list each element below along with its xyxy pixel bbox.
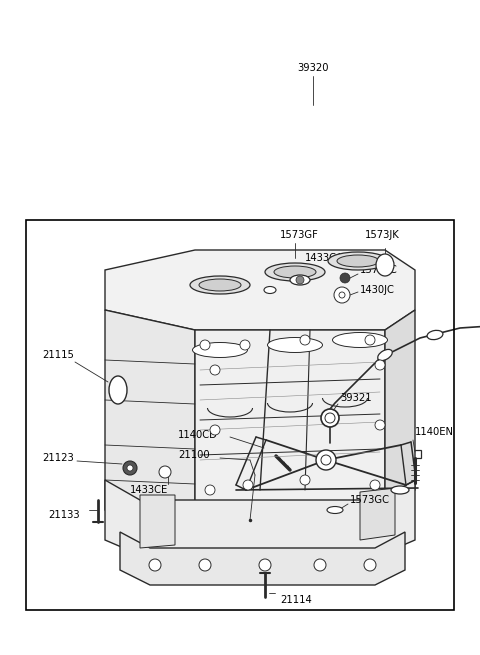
Text: 39321: 39321 (340, 393, 372, 403)
Circle shape (200, 340, 210, 350)
Circle shape (239, 456, 253, 470)
Circle shape (370, 480, 380, 490)
Polygon shape (105, 310, 195, 530)
Text: 1573GF: 1573GF (280, 230, 319, 240)
Text: 1573GC: 1573GC (350, 495, 390, 505)
Circle shape (123, 461, 137, 475)
Text: 1433CA: 1433CA (305, 253, 344, 263)
Circle shape (259, 559, 271, 571)
Text: 39320: 39320 (297, 63, 328, 73)
Ellipse shape (333, 333, 387, 348)
Circle shape (240, 340, 250, 350)
Circle shape (127, 465, 133, 471)
Circle shape (266, 446, 278, 458)
Circle shape (300, 475, 310, 485)
Text: 1430JC: 1430JC (360, 285, 395, 295)
Polygon shape (105, 480, 415, 555)
Ellipse shape (327, 506, 343, 514)
Ellipse shape (192, 343, 248, 358)
Text: 1140EN: 1140EN (415, 427, 454, 437)
Circle shape (210, 365, 220, 375)
Circle shape (210, 425, 220, 435)
Ellipse shape (378, 349, 392, 361)
Ellipse shape (264, 286, 276, 293)
Circle shape (296, 276, 304, 284)
Circle shape (364, 559, 376, 571)
Circle shape (365, 335, 375, 345)
Circle shape (321, 409, 339, 427)
Ellipse shape (190, 276, 250, 294)
Polygon shape (195, 330, 385, 530)
Ellipse shape (337, 255, 379, 267)
Polygon shape (120, 532, 405, 585)
Text: 1573JK: 1573JK (365, 230, 400, 240)
Ellipse shape (290, 275, 310, 285)
Circle shape (205, 485, 215, 495)
Text: 21115: 21115 (42, 350, 74, 360)
Circle shape (334, 287, 350, 303)
Circle shape (243, 480, 253, 490)
Circle shape (375, 420, 385, 430)
Circle shape (325, 413, 335, 423)
Circle shape (339, 292, 345, 298)
Circle shape (402, 454, 416, 468)
Polygon shape (105, 250, 415, 330)
Ellipse shape (267, 337, 323, 352)
Text: 1433CE: 1433CE (130, 485, 168, 495)
Ellipse shape (109, 376, 127, 404)
Circle shape (316, 450, 336, 470)
Text: 1140CD: 1140CD (178, 430, 218, 440)
Circle shape (321, 455, 331, 465)
Text: 21133: 21133 (48, 510, 80, 520)
Bar (26, 220, 454, 610)
Circle shape (375, 360, 385, 370)
Ellipse shape (376, 254, 394, 276)
Ellipse shape (274, 266, 316, 278)
Ellipse shape (328, 252, 388, 270)
Polygon shape (360, 488, 395, 540)
Ellipse shape (427, 330, 443, 340)
Circle shape (159, 466, 171, 478)
Text: 1571TC: 1571TC (360, 265, 398, 275)
Circle shape (314, 559, 326, 571)
Text: 21114: 21114 (280, 595, 312, 605)
Ellipse shape (391, 486, 409, 494)
Circle shape (149, 559, 161, 571)
Circle shape (340, 273, 350, 283)
Text: 21100: 21100 (178, 450, 210, 460)
Circle shape (199, 559, 211, 571)
Polygon shape (385, 310, 415, 510)
Bar (410, 450, 421, 458)
Ellipse shape (199, 279, 241, 291)
Circle shape (300, 335, 310, 345)
Ellipse shape (265, 263, 325, 281)
Polygon shape (140, 495, 175, 548)
Text: 21123: 21123 (42, 453, 74, 463)
